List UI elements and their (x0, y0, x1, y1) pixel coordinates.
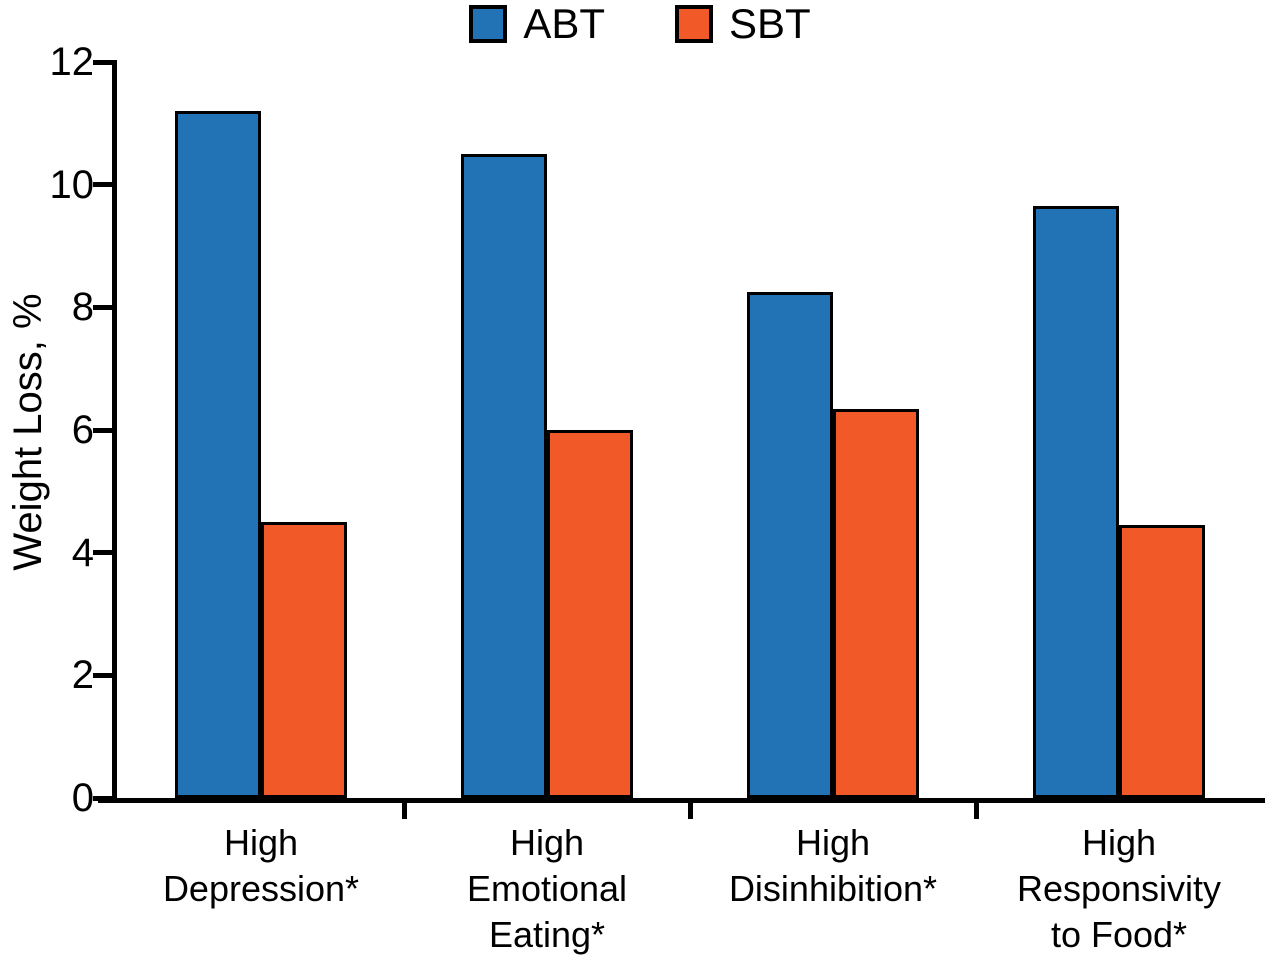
legend-label-sbt: SBT (729, 0, 811, 47)
abt-bar-3 (1033, 206, 1119, 798)
x-axis-line (98, 798, 1265, 803)
sbt-bar-2 (833, 408, 919, 798)
y-tick-mark (93, 795, 112, 801)
sbt-bar-1 (547, 430, 633, 798)
y-tick-mark (93, 672, 112, 678)
y-tick-label: 12 (49, 40, 95, 84)
y-tick-label: 10 (49, 162, 95, 207)
abt-bar-2 (747, 292, 833, 798)
y-tick-mark (93, 182, 112, 188)
legend-swatch-sbt-icon (675, 5, 713, 43)
x-tick-mark (687, 803, 693, 819)
x-category-label: High Responsivity to Food* (1016, 822, 1222, 955)
x-tick-mark (401, 803, 407, 819)
legend-item-sbt: SBT (675, 0, 811, 48)
chart-legend: ABT SBT (0, 0, 1280, 48)
y-tick-label: 4 (71, 530, 94, 575)
legend-swatch-abt-icon (469, 5, 508, 43)
x-tick-mark (973, 803, 979, 819)
sbt-bar-3 (1119, 525, 1205, 798)
y-tick-label: 8 (71, 285, 94, 330)
y-tick-mark (93, 427, 112, 433)
abt-bar-1 (461, 154, 547, 798)
y-tick-label: 2 (71, 653, 94, 698)
y-tick-label: 0 (71, 776, 94, 820)
abt-bar-0 (175, 111, 261, 798)
y-tick-mark (93, 550, 112, 556)
x-category-label: High Disinhibition* (728, 822, 938, 909)
y-axis-line (112, 60, 117, 803)
sbt-bar-0 (261, 522, 347, 798)
y-tick-label: 6 (71, 408, 94, 452)
y-tick-mark (93, 304, 112, 310)
legend-item-abt: ABT (469, 0, 605, 48)
legend-label-abt: ABT (523, 0, 605, 47)
y-tick-mark (93, 59, 112, 65)
x-category-label: High Emotional Eating* (466, 822, 628, 955)
x-category-label: High Depression* (162, 822, 360, 909)
